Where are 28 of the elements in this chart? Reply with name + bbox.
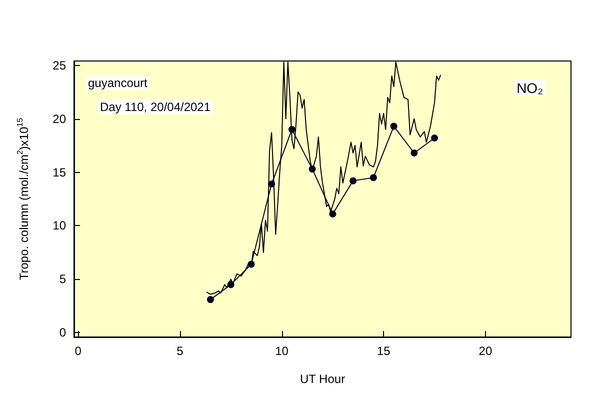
point — [390, 122, 398, 130]
point — [410, 150, 418, 156]
annotation: guyancourt — [88, 76, 148, 90]
point — [268, 180, 276, 188]
point — [288, 126, 296, 133]
x-axis-title: UT Hour — [300, 372, 346, 386]
y-tick-label: 10 — [52, 218, 66, 233]
x-tick-label: 10 — [275, 344, 289, 358]
point — [206, 296, 214, 304]
y-tick-label: 5 — [59, 272, 66, 286]
point — [350, 177, 357, 184]
point — [227, 281, 234, 288]
x-tick-label: 15 — [376, 344, 391, 358]
annotation: NO₂ — [516, 80, 544, 96]
point — [308, 166, 316, 173]
annotation: Day 110, 20/04/2021 — [100, 100, 211, 114]
x-tick-label: 0 — [74, 344, 82, 358]
x-tick-label: 20 — [478, 344, 492, 358]
y-tick-label: 20 — [52, 112, 66, 126]
point — [431, 134, 438, 142]
y-tick-label: 15 — [52, 165, 66, 180]
point — [248, 260, 255, 268]
point — [329, 210, 336, 218]
point — [370, 174, 377, 182]
y-tick-label: 25 — [52, 58, 66, 72]
y-tick-label: 0 — [59, 326, 66, 340]
x-tick-label: 5 — [176, 344, 184, 358]
y-axis-title: Tropo. column (mol./cm2)x1015 — [16, 117, 31, 280]
